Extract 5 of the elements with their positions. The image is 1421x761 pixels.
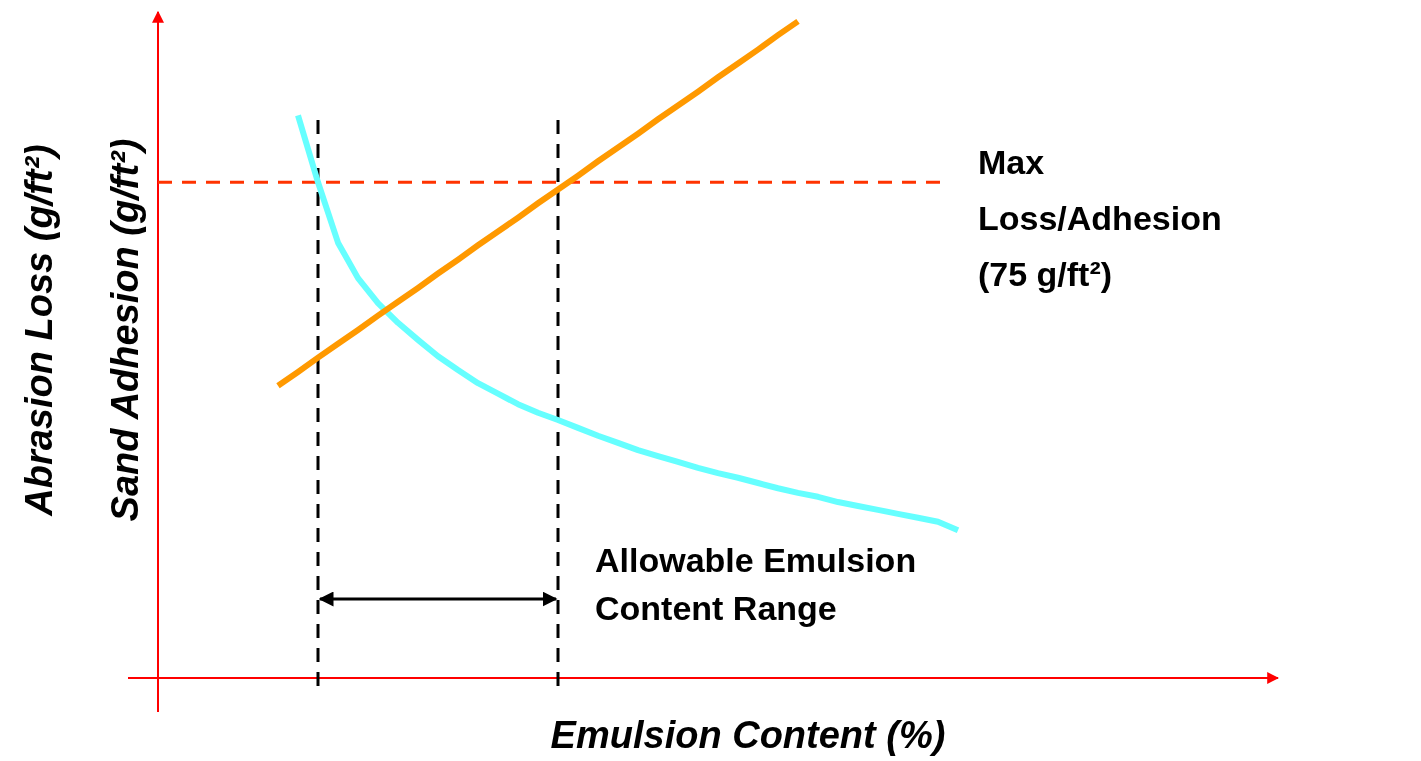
annotation: Allowable Emulsion Content Range: [595, 541, 917, 627]
x-axis-title: Emulsion Content (%): [550, 714, 946, 756]
ref-line-label: Max Loss/Adhesion (75 g/ft²): [978, 143, 1222, 294]
text: Abrasion Loss (g/ft²): [18, 144, 60, 517]
y-axis-title: Sand Adhesion (g/ft²): [104, 138, 146, 522]
